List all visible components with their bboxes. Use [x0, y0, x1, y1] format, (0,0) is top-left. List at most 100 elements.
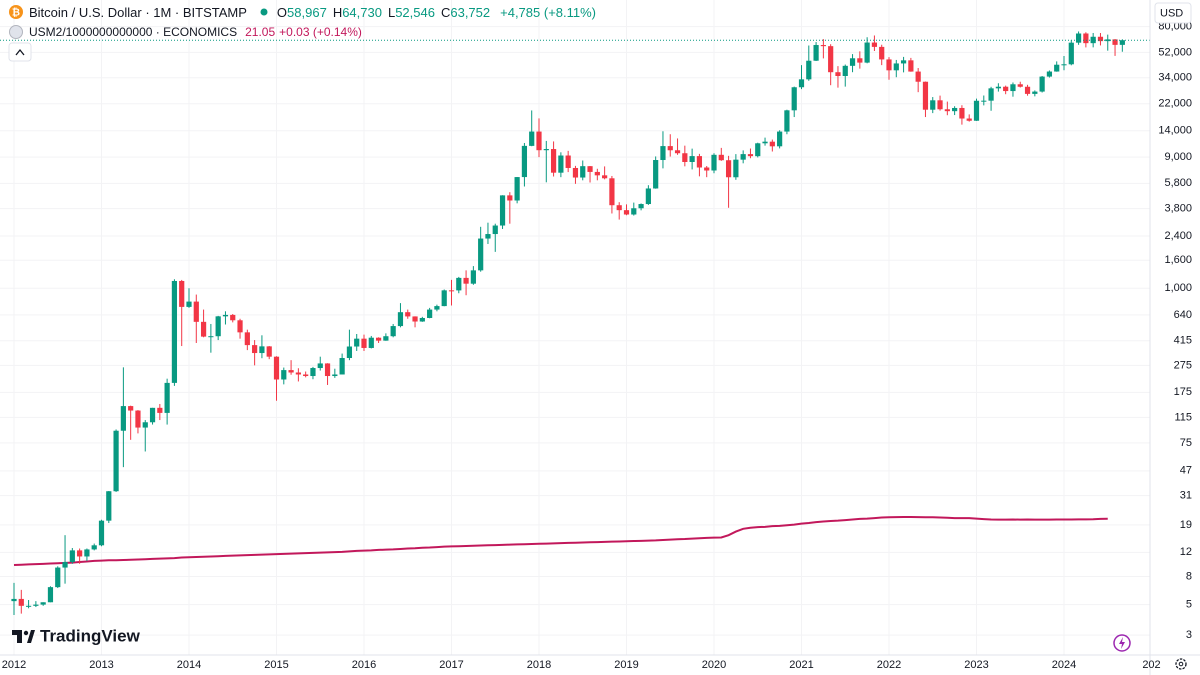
candle-body [1024, 86, 1031, 94]
candle-body [849, 58, 856, 66]
indicator-name[interactable]: USM2/1000000000000 · ECONOMICS [29, 25, 238, 39]
candle-body [193, 301, 199, 322]
candle-body [33, 604, 39, 606]
candle-body [135, 410, 141, 428]
y-tick-label: 415 [1174, 335, 1192, 347]
y-tick-label: 3 [1186, 629, 1192, 641]
candle-body [470, 270, 476, 284]
candle-body [106, 491, 112, 521]
candle-body [937, 100, 943, 110]
collapse-button[interactable] [8, 42, 32, 62]
y-tick-label: 75 [1180, 437, 1192, 449]
symbol-title[interactable]: Bitcoin / U.S. Dollar · 1M · BITSTAMP [29, 4, 247, 20]
candle-body [332, 374, 338, 377]
candle-body [521, 145, 528, 178]
x-tick-label: 2015 [264, 659, 288, 671]
candle-body [973, 100, 980, 121]
candle-body [448, 290, 455, 292]
y-tick-label: 1,000 [1164, 282, 1192, 294]
ohlc-key: O [276, 4, 288, 20]
candle-body [915, 71, 921, 82]
candle-body [689, 156, 695, 162]
candle-body [1003, 86, 1009, 92]
x-tick-label: 2023 [964, 659, 988, 671]
candle-body [478, 238, 484, 271]
x-tick-label: 202 [1142, 659, 1160, 671]
candle-body [142, 422, 148, 428]
candle-body [828, 46, 834, 73]
candle-body [485, 234, 491, 239]
candle-body [339, 358, 345, 375]
candle-body [988, 88, 994, 101]
candle-body [1083, 33, 1089, 44]
candle-body [580, 166, 586, 178]
candle-body [529, 131, 535, 146]
ohlc-key: H [332, 4, 343, 20]
candle-body [1097, 36, 1104, 42]
price-axis-panel [1150, 0, 1200, 675]
candle-body [405, 312, 411, 317]
candle-body [835, 72, 841, 77]
ohlc-value: 64,730 [342, 4, 382, 20]
candle-body [886, 59, 892, 71]
candle-body [55, 567, 61, 588]
logo-icon [12, 630, 35, 643]
candle-body [346, 346, 353, 359]
candle-body [303, 374, 309, 377]
legend-indicator: USM2/1000000000000 · ECONOMICS 21.05 +0.… [8, 23, 366, 41]
currency-box[interactable] [1154, 2, 1192, 24]
y-tick-label: 640 [1174, 309, 1192, 321]
y-tick-label: 275 [1174, 359, 1192, 371]
alert-icon[interactable] [1113, 634, 1131, 652]
candle-body [572, 167, 579, 178]
candle-body [777, 131, 783, 147]
btc-icon: ₿ [9, 5, 23, 19]
candle-body [11, 598, 17, 602]
y-tick-label: 2,400 [1164, 230, 1192, 242]
indicator-value: 21.05 [245, 25, 276, 39]
y-tick-label: 22,000 [1158, 98, 1192, 110]
x-tick-label: 2019 [614, 659, 638, 671]
y-tick-label: 3,800 [1164, 202, 1192, 214]
x-tick-label: 2017 [439, 659, 463, 671]
candle-body [769, 141, 775, 147]
candle-body [660, 146, 666, 161]
candle-body [427, 309, 433, 318]
candle-body [434, 306, 440, 310]
candle-body [113, 430, 119, 492]
candle-body [733, 159, 739, 178]
candle-body [463, 277, 469, 284]
candle-body [908, 60, 914, 72]
x-tick-label: 2013 [89, 659, 113, 671]
svg-text:₿: ₿ [12, 7, 20, 19]
candle-body [791, 87, 797, 111]
candle-body [1010, 84, 1016, 92]
currency-label: USD [1160, 7, 1183, 19]
candle-body [1046, 71, 1053, 77]
candle-body [558, 155, 564, 173]
candle-body [40, 602, 46, 605]
candle-body [718, 154, 724, 161]
candle-body [244, 332, 250, 346]
candle-body [288, 370, 294, 373]
candle-body [550, 149, 557, 173]
x-tick-label: 2022 [877, 659, 901, 671]
candle-body [1039, 76, 1045, 92]
y-tick-label: 19 [1180, 519, 1192, 531]
candle-body [711, 154, 717, 171]
alert-bolt [1119, 637, 1125, 649]
candle-body [208, 336, 214, 338]
candle-body [755, 143, 761, 157]
settings-center [1178, 661, 1184, 667]
status-dot [260, 8, 268, 16]
ohlc-value: 58,967 [287, 4, 327, 20]
candle-body [813, 45, 819, 61]
settings-icon[interactable] [1175, 658, 1187, 670]
candle-body [645, 188, 651, 205]
candle-body [922, 81, 929, 110]
candle-body [441, 290, 447, 307]
ohlc-value: 52,546 [395, 4, 435, 20]
candle-body [638, 204, 644, 209]
